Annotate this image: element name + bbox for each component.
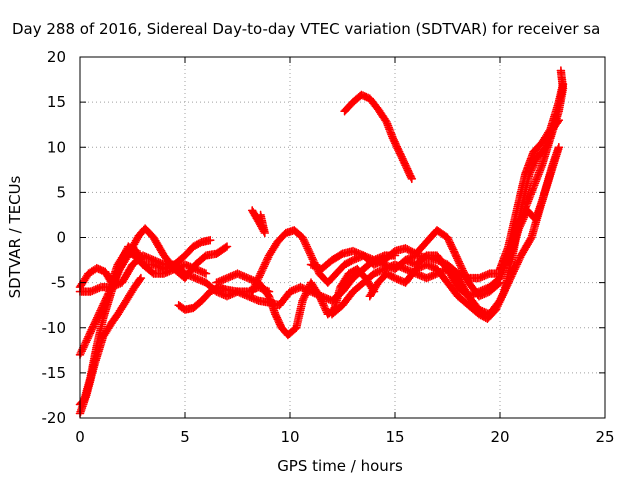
- y-tick-label: -10: [42, 319, 67, 337]
- y-tick-label: 15: [47, 93, 66, 111]
- x-axis-label: GPS time / hours: [277, 457, 403, 475]
- y-tick-label: 5: [56, 183, 66, 201]
- y-tick-label: -5: [51, 274, 66, 292]
- x-tick-label: 0: [75, 428, 85, 446]
- x-tick-label: 5: [180, 428, 190, 446]
- series-track-16: [247, 206, 270, 238]
- y-tick-label: 10: [47, 138, 66, 156]
- y-axis-label: SDTVAR / TECUs: [6, 175, 24, 298]
- axis-ticks: [79, 56, 606, 419]
- data-series-group: [75, 66, 568, 418]
- x-tick-label: 10: [280, 428, 299, 446]
- series-track-13: [495, 79, 568, 274]
- series-track-15: [340, 90, 417, 184]
- x-tick-label: 20: [490, 428, 509, 446]
- tick-labels: 0 5 10 15 20 25 -20 -15 -10 -5 0 5 10 15 20: [42, 48, 615, 446]
- y-tick-label: 20: [47, 48, 66, 66]
- series-track-14: [506, 143, 564, 260]
- series-track-7: [212, 264, 379, 340]
- grid: [80, 57, 605, 418]
- y-tick-label: -15: [42, 364, 67, 382]
- y-tick-label: -20: [42, 409, 67, 427]
- y-tick-label: 0: [56, 229, 66, 247]
- x-tick-label: 25: [595, 428, 614, 446]
- x-tick-label: 15: [385, 428, 404, 446]
- chart-title: Day 288 of 2016, Sidereal Day-to-day VTE…: [12, 20, 600, 38]
